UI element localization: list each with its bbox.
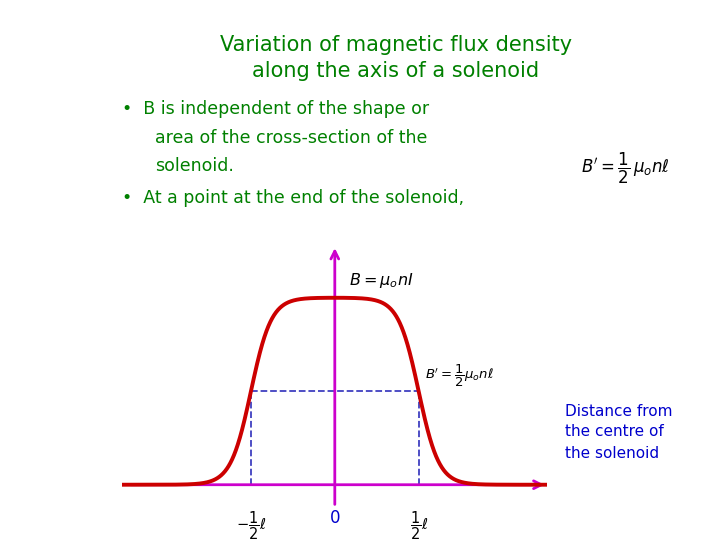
- Text: •  At a point at the end of the solenoid,: • At a point at the end of the solenoid,: [122, 189, 464, 207]
- Text: $0$: $0$: [329, 509, 341, 527]
- Text: $B'=\dfrac{1}{2}\,\mu_o n\ell$: $B'=\dfrac{1}{2}\,\mu_o n\ell$: [581, 151, 670, 186]
- Text: Variation of magnetic flux density
along the axis of a solenoid: Variation of magnetic flux density along…: [220, 35, 572, 80]
- Text: $\dfrac{1}{2}\ell$: $\dfrac{1}{2}\ell$: [410, 509, 428, 540]
- Text: $-\dfrac{1}{2}\ell$: $-\dfrac{1}{2}\ell$: [235, 509, 266, 540]
- Text: solenoid.: solenoid.: [155, 157, 234, 174]
- Text: •  B is independent of the shape or: • B is independent of the shape or: [122, 100, 430, 118]
- Text: Distance from
the centre of
the solenoid: Distance from the centre of the solenoid: [565, 403, 672, 461]
- Text: $B = \mu_o nI$: $B = \mu_o nI$: [348, 271, 413, 290]
- Text: area of the cross-section of the: area of the cross-section of the: [155, 129, 427, 146]
- Text: $B'=\dfrac{1}{2}\mu_o n\ell$: $B'=\dfrac{1}{2}\mu_o n\ell$: [426, 363, 494, 389]
